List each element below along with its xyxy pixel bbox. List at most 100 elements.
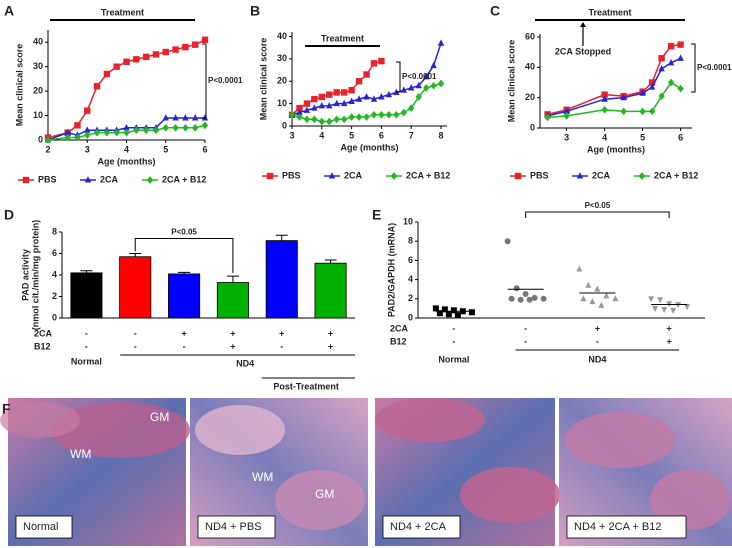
- marker: [64, 128, 71, 136]
- marker: [563, 112, 570, 120]
- marker: [400, 86, 407, 93]
- marker: [93, 83, 101, 90]
- marker: [288, 110, 296, 119]
- legend-marker: [638, 172, 646, 180]
- y-tick-label: 4: [52, 269, 57, 279]
- marker: [103, 128, 111, 137]
- marker: [603, 292, 610, 299]
- treatment-label: Treatment: [588, 7, 631, 17]
- marker: [639, 107, 646, 116]
- tissue: [195, 405, 285, 455]
- x-tick-label: 8: [439, 130, 444, 140]
- y-tick-label: 40: [277, 31, 287, 41]
- marker: [594, 285, 601, 292]
- marker: [93, 128, 101, 137]
- caption: ND4 + PBS: [205, 521, 262, 533]
- marker: [658, 65, 665, 72]
- row-sign: +: [230, 341, 235, 351]
- tissue: [650, 470, 730, 530]
- marker: [658, 92, 665, 101]
- y-tick-label: 40: [33, 37, 43, 47]
- marker: [445, 311, 452, 318]
- marker: [162, 48, 169, 56]
- bar: [216, 282, 249, 319]
- y-axis-label: Mean clinical score: [506, 40, 516, 123]
- legend-label: PBS: [530, 170, 549, 180]
- error-bar: [80, 270, 93, 273]
- marker: [648, 107, 656, 116]
- marker: [400, 108, 407, 117]
- y-tick-label: 30: [33, 61, 43, 71]
- marker: [612, 295, 619, 302]
- marker: [348, 86, 355, 94]
- tissue: [50, 402, 190, 458]
- panel-label: C: [490, 3, 500, 19]
- bar: [70, 272, 103, 319]
- marker: [370, 110, 378, 119]
- x-tick-label: 2: [45, 144, 50, 154]
- marker: [133, 56, 140, 63]
- x-tick-label: 6: [202, 144, 207, 154]
- marker: [182, 114, 189, 121]
- panel-label: E: [372, 207, 381, 223]
- marker: [123, 58, 130, 65]
- x-axis-label: Age (months): [98, 156, 156, 166]
- legend-label: 2CA + B12: [162, 174, 206, 184]
- series-line: [47, 117, 205, 141]
- marker: [531, 294, 538, 301]
- marker: [576, 265, 583, 272]
- marker: [430, 81, 437, 90]
- marker: [44, 136, 52, 144]
- marker: [415, 93, 422, 101]
- marker: [84, 107, 91, 114]
- y-tick-label: 40: [525, 62, 535, 72]
- row-sign: -: [85, 328, 88, 338]
- marker: [123, 128, 130, 137]
- marker: [296, 113, 303, 121]
- bar: [314, 262, 347, 319]
- y-tick-label: 10: [33, 110, 43, 120]
- row-sign: -: [596, 336, 599, 346]
- marker: [355, 95, 363, 102]
- y-tick-label: 4: [408, 274, 413, 284]
- marker: [563, 107, 570, 114]
- legend-label: PBS: [282, 170, 301, 180]
- marker: [544, 113, 551, 122]
- region-label: WM: [252, 470, 273, 484]
- group-label: ND4: [236, 358, 254, 368]
- marker: [675, 302, 682, 309]
- caption-box: [566, 515, 687, 539]
- legend-label: 2CA: [100, 174, 119, 184]
- group-label: Normal: [71, 356, 102, 366]
- row-sign: +: [328, 341, 333, 351]
- marker: [201, 121, 209, 130]
- group-label: Post-Treatment: [273, 381, 339, 391]
- tissue: [375, 398, 485, 442]
- y-tick-label: 2: [408, 293, 413, 303]
- marker: [348, 113, 355, 121]
- y-tick-label: 10: [403, 216, 413, 226]
- p-bracket: [525, 211, 670, 218]
- row-sign: -: [524, 336, 527, 346]
- series-line: [47, 39, 206, 139]
- marker: [620, 93, 627, 101]
- marker: [504, 238, 511, 245]
- group-label: Normal: [438, 354, 469, 364]
- marker: [142, 126, 150, 135]
- y-tick-label: 0: [530, 122, 535, 132]
- row-label: B12: [34, 341, 51, 351]
- marker: [408, 104, 415, 112]
- marker: [74, 133, 81, 142]
- marker: [74, 122, 81, 129]
- y-axis-label: Mean clinical score: [258, 38, 268, 121]
- row-sign: +: [666, 323, 671, 333]
- y-tick-label: 60: [525, 31, 535, 41]
- marker: [677, 84, 684, 93]
- y-tick-label: 30: [277, 53, 287, 63]
- treatment-label: Treatment: [321, 33, 364, 43]
- y-axis-label: (nmol cit./min/mg protein): [30, 220, 40, 331]
- caption: ND4 + 2CA: [390, 521, 447, 533]
- marker: [667, 78, 675, 87]
- row-sign: +: [181, 328, 186, 338]
